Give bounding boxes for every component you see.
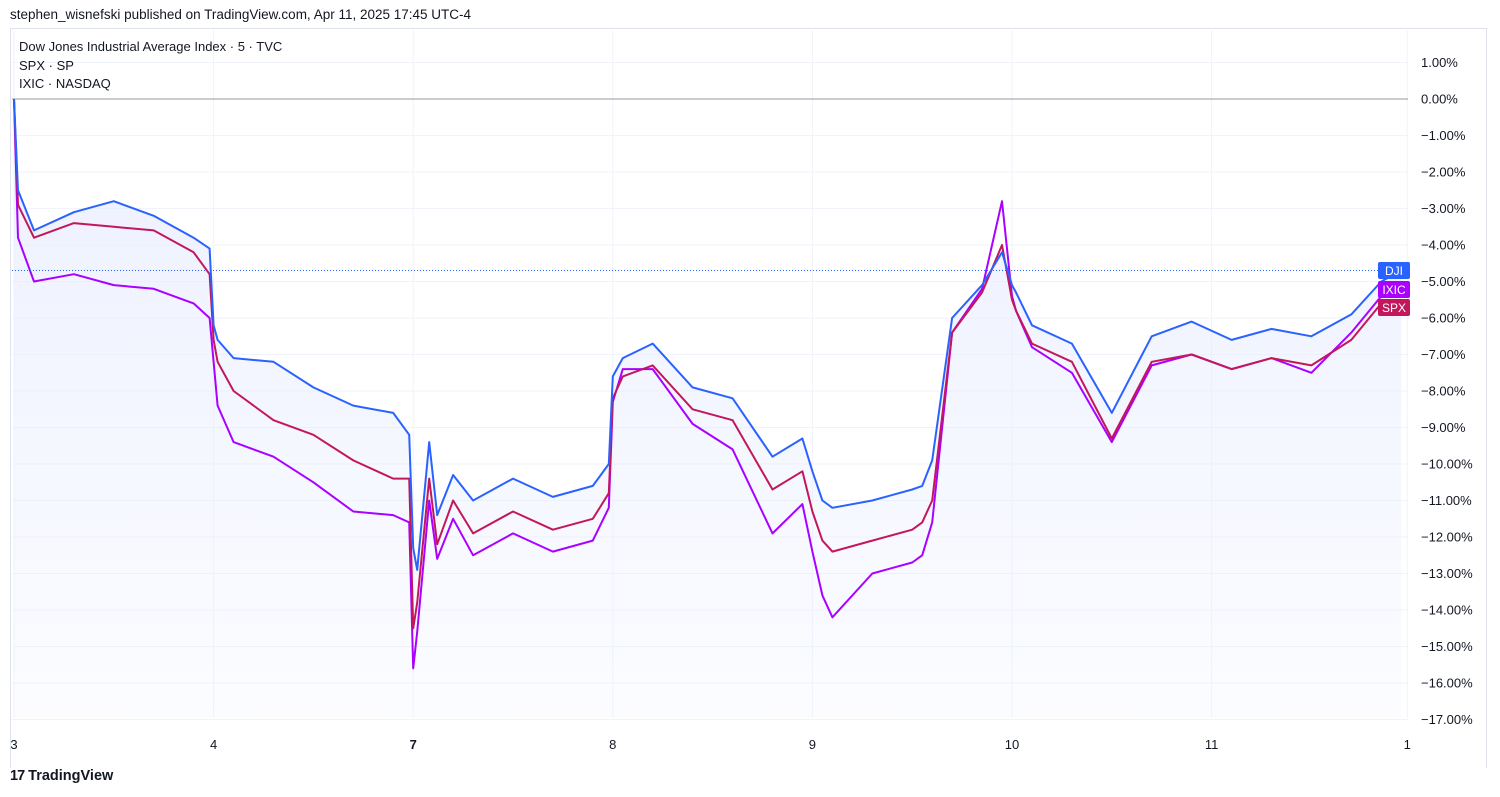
price-badge-label: DJI [1385, 264, 1403, 278]
price-badge-label: IXIC [1382, 283, 1406, 297]
y-tick-label: −9.00% [1421, 420, 1466, 435]
y-tick-label: −3.00% [1421, 201, 1466, 216]
y-tick-label: −4.00% [1421, 238, 1466, 253]
y-tick-label: −10.00% [1421, 457, 1473, 472]
y-tick-label: −5.00% [1421, 274, 1466, 289]
y-tick-label: −1.00% [1421, 128, 1466, 143]
publish-info: stephen_wisnefski published on TradingVi… [10, 7, 472, 22]
brand-name: TradingView [28, 768, 114, 784]
y-tick-label: −7.00% [1421, 347, 1466, 362]
x-tick-label: 9 [809, 737, 816, 752]
legend-dji[interactable]: Dow Jones Industrial Average Index · 5 ·… [19, 39, 283, 54]
dji-area-fill [14, 99, 1402, 718]
series-line-ixic [13, 98, 1402, 670]
y-tick-label: −17.00% [1421, 712, 1473, 727]
y-tick-label: −15.00% [1421, 639, 1473, 654]
series-line-spx [13, 98, 1402, 630]
x-tick-label: 7 [410, 737, 417, 752]
y-tick-label: −11.00% [1421, 493, 1472, 508]
tradingview-logo-icon: 17 [10, 768, 25, 784]
x-tick-label: 1 [1404, 737, 1411, 752]
x-tick-label: 3 [10, 737, 17, 752]
tradingview-footer[interactable]: 17 TradingView [10, 768, 113, 784]
price-badge-spx [1378, 299, 1410, 317]
legend-ixic[interactable]: IXIC · NASDAQ [19, 76, 111, 91]
x-tick-label: 4 [210, 737, 217, 752]
price-badge-ixic [1378, 281, 1410, 299]
chart-legend: Dow Jones Industrial Average Index · 5 ·… [19, 38, 282, 94]
y-tick-label: −14.00% [1421, 603, 1473, 618]
y-tick-label: 0.00% [1421, 92, 1458, 107]
y-tick-label: −16.00% [1421, 676, 1473, 691]
legend-spx[interactable]: SPX · SP [19, 57, 74, 73]
y-tick-label: −2.00% [1421, 165, 1466, 180]
chart-frame [10, 28, 1487, 768]
price-badge-label: SPX [1382, 301, 1406, 315]
y-tick-label: −13.00% [1421, 566, 1473, 581]
y-tick-label: −8.00% [1421, 384, 1466, 399]
x-tick-label: 8 [609, 737, 616, 752]
y-tick-label: −12.00% [1421, 530, 1473, 545]
series-line-dji [13, 98, 1402, 571]
price-badge-dji [1378, 262, 1410, 280]
x-tick-label: 11 [1205, 737, 1219, 752]
y-tick-label: −6.00% [1421, 311, 1466, 326]
x-tick-label: 10 [1005, 737, 1019, 752]
y-tick-label: 1.00% [1421, 55, 1458, 70]
